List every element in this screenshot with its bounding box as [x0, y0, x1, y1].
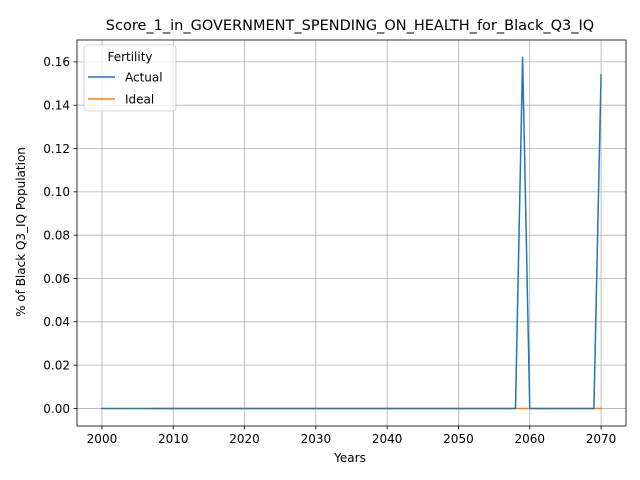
y-tick-label: 0.16 [43, 55, 70, 69]
legend-entry-ideal: Ideal [125, 92, 154, 106]
y-axis-label: % of Black Q3_IQ Population [14, 147, 28, 317]
legend-title: Fertility [107, 50, 152, 64]
series-lines [101, 56, 602, 410]
series-line-actual [101, 56, 602, 410]
x-tick-label: 2030 [301, 432, 332, 446]
y-tick-label: 0.04 [43, 315, 70, 329]
x-tick-label: 2010 [158, 432, 189, 446]
y-tick-label: 0.12 [43, 142, 70, 156]
legend-entry-actual: Actual [125, 70, 163, 84]
y-tick-label: 0.02 [43, 358, 70, 372]
x-tick-label: 2040 [372, 432, 403, 446]
legend-box [83, 44, 177, 112]
y-tick-label: 0.08 [43, 228, 70, 242]
axes: 2000 2010 2020 2030 2040 2050 2060 2070 0.00 0.02… [43, 39, 627, 446]
x-tick-label: 2000 [87, 432, 118, 446]
x-axis-label: Years [333, 451, 366, 465]
legend: Fertility Actual Ideal [83, 44, 177, 112]
y-tick-label: 0.00 [43, 402, 70, 416]
y-tick-label: 0.14 [43, 98, 70, 112]
y-tick-label: 0.10 [43, 185, 70, 199]
x-tick-label: 2060 [514, 432, 545, 446]
x-tick-label: 2050 [443, 432, 474, 446]
chart-title: Score_1_in_GOVERNMENT_SPENDING_ON_HEALTH… [106, 18, 594, 34]
x-tick-label: 2070 [586, 432, 617, 446]
plot-frame [76, 39, 627, 427]
x-tick-label: 2020 [229, 432, 260, 446]
y-tick-label: 0.06 [43, 272, 70, 286]
